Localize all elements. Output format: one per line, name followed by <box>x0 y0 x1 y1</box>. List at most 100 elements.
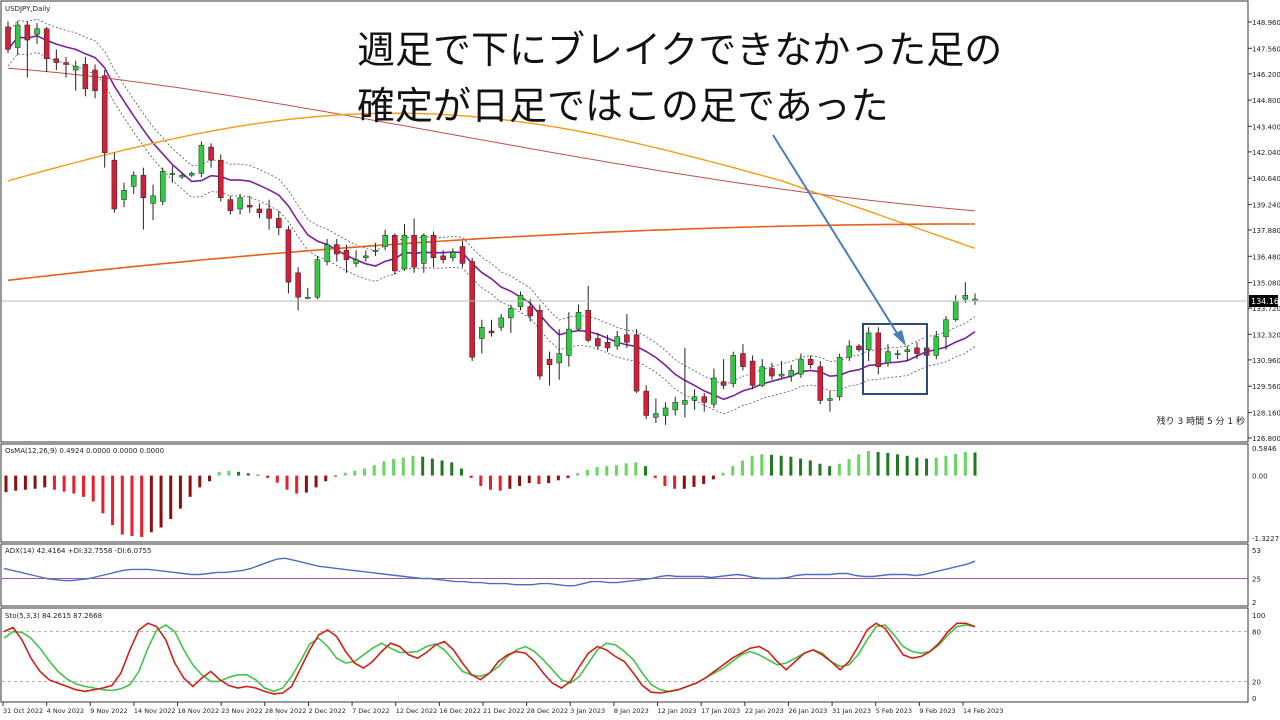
osma-bar <box>837 463 841 476</box>
adx-line <box>3 557 976 587</box>
candle-body <box>140 174 147 198</box>
price-tick-label: 142.040 <box>1252 149 1280 157</box>
candle-body <box>798 358 804 375</box>
osma-bar <box>149 475 153 533</box>
candle-body <box>769 368 775 377</box>
sto-tick-label: 80 <box>1252 629 1261 637</box>
price-panel-title: USDJPY,Daily <box>5 5 50 13</box>
candle-body <box>130 174 137 187</box>
osma-bar <box>469 475 473 478</box>
osma-bar <box>52 475 56 490</box>
osma-bar <box>401 457 405 476</box>
osma-bar <box>876 451 880 476</box>
osma-bar <box>324 475 328 482</box>
candle-body <box>488 330 495 334</box>
osma-bar <box>363 468 367 476</box>
osma-bar <box>934 457 938 476</box>
osma-bar <box>779 455 783 476</box>
candle-body <box>817 366 824 401</box>
time-tick-label: 31 Oct 2022 <box>3 707 43 715</box>
osma-bar <box>847 459 851 476</box>
candle-body <box>875 332 882 367</box>
candle-body <box>962 295 969 300</box>
annotation-line-2: 確定が日足ではこの足であった <box>357 84 889 128</box>
time-tick-label: 5 Feb 2023 <box>876 707 912 715</box>
sto-tick-label: 20 <box>1252 678 1261 686</box>
candle-body <box>604 342 611 349</box>
osma-bar <box>479 475 483 486</box>
ma-brown-line <box>7 67 976 212</box>
candle-body <box>14 24 21 48</box>
candle-body <box>198 144 205 174</box>
candle-body <box>43 28 50 60</box>
osma-bar <box>634 462 638 476</box>
osma-bar <box>101 475 105 514</box>
price-tick-label: 133.720 <box>1252 305 1280 313</box>
osma-bar <box>266 475 270 478</box>
osma-bar <box>82 475 86 497</box>
osma-bar <box>857 454 861 476</box>
osma-bar <box>353 470 357 476</box>
candle-body <box>382 235 388 247</box>
price-tick-label: 144.800 <box>1252 97 1280 105</box>
remaining-time: 残り 3 時間 5 分 1 秒 <box>1157 415 1245 427</box>
time-tick-label: 21 Dec 2022 <box>483 707 525 715</box>
osma-bar <box>905 455 909 476</box>
time-tick-label: 14 Nov 2022 <box>134 707 176 715</box>
osma-bar <box>23 475 27 490</box>
osma-bar <box>547 475 551 484</box>
candle-body <box>904 349 911 352</box>
osma-tick-label: 0.5846 <box>1252 445 1277 453</box>
osma-bar <box>828 466 832 476</box>
current-price-label: 134.164 <box>1251 297 1280 306</box>
candle-body <box>401 235 408 270</box>
osma-bar <box>140 475 144 537</box>
price-tick-label: 137.880 <box>1252 227 1280 235</box>
osma-bar <box>518 475 522 486</box>
annotation-text: 週足で下にブレイクできなかった足の 確定が日足ではこの足であった <box>357 22 1117 134</box>
candle-body <box>363 255 369 259</box>
time-tick-label: 28 Dec 2022 <box>527 707 569 715</box>
osma-bar <box>304 475 308 493</box>
osma-bar <box>614 465 618 476</box>
price-tick-label: 146.200 <box>1252 71 1280 79</box>
osma-bar <box>624 463 628 476</box>
envelope-upper-line <box>7 18 976 386</box>
osma-bar <box>789 456 793 476</box>
osma-bar <box>682 475 686 489</box>
candle-body <box>740 353 746 367</box>
candle-body <box>227 199 234 212</box>
candle-body <box>614 336 620 347</box>
time-axis: 31 Oct 2022 4 Nov 2022 9 Nov 2022 14 Nov 20… <box>2 702 1003 715</box>
osma-bar <box>430 458 434 476</box>
osma-bar <box>556 475 560 481</box>
osma-bar <box>760 454 764 476</box>
candle-body <box>169 173 176 175</box>
candle-body <box>633 334 640 392</box>
osma-bar <box>392 459 396 476</box>
candle-body <box>421 235 427 264</box>
osma-bar <box>537 475 541 485</box>
osma-bar <box>188 475 192 497</box>
osma-bar <box>644 466 648 476</box>
candle-body <box>846 345 853 358</box>
time-tick-label: 9 Nov 2022 <box>90 707 128 715</box>
candle-body <box>508 308 514 319</box>
osma-bar <box>702 475 706 485</box>
candle-body <box>305 296 311 299</box>
candle-body <box>537 310 543 377</box>
candle-body <box>662 407 669 416</box>
candle-body <box>334 244 340 255</box>
candle-body <box>159 171 166 202</box>
ma-purple-line <box>7 34 976 401</box>
time-tick-label: 2 Dec 2022 <box>308 707 345 715</box>
osma-bar <box>314 475 318 488</box>
candle-body <box>865 332 872 351</box>
candle-body <box>933 336 940 356</box>
annotation-arrow <box>772 134 901 339</box>
candle-body <box>595 338 601 347</box>
annotation-line-1: 週足で下にブレイクできなかった足の <box>357 28 1003 72</box>
candle-body <box>624 334 630 343</box>
price-tick-label: 129.560 <box>1252 383 1280 391</box>
osma-bar <box>333 475 337 477</box>
